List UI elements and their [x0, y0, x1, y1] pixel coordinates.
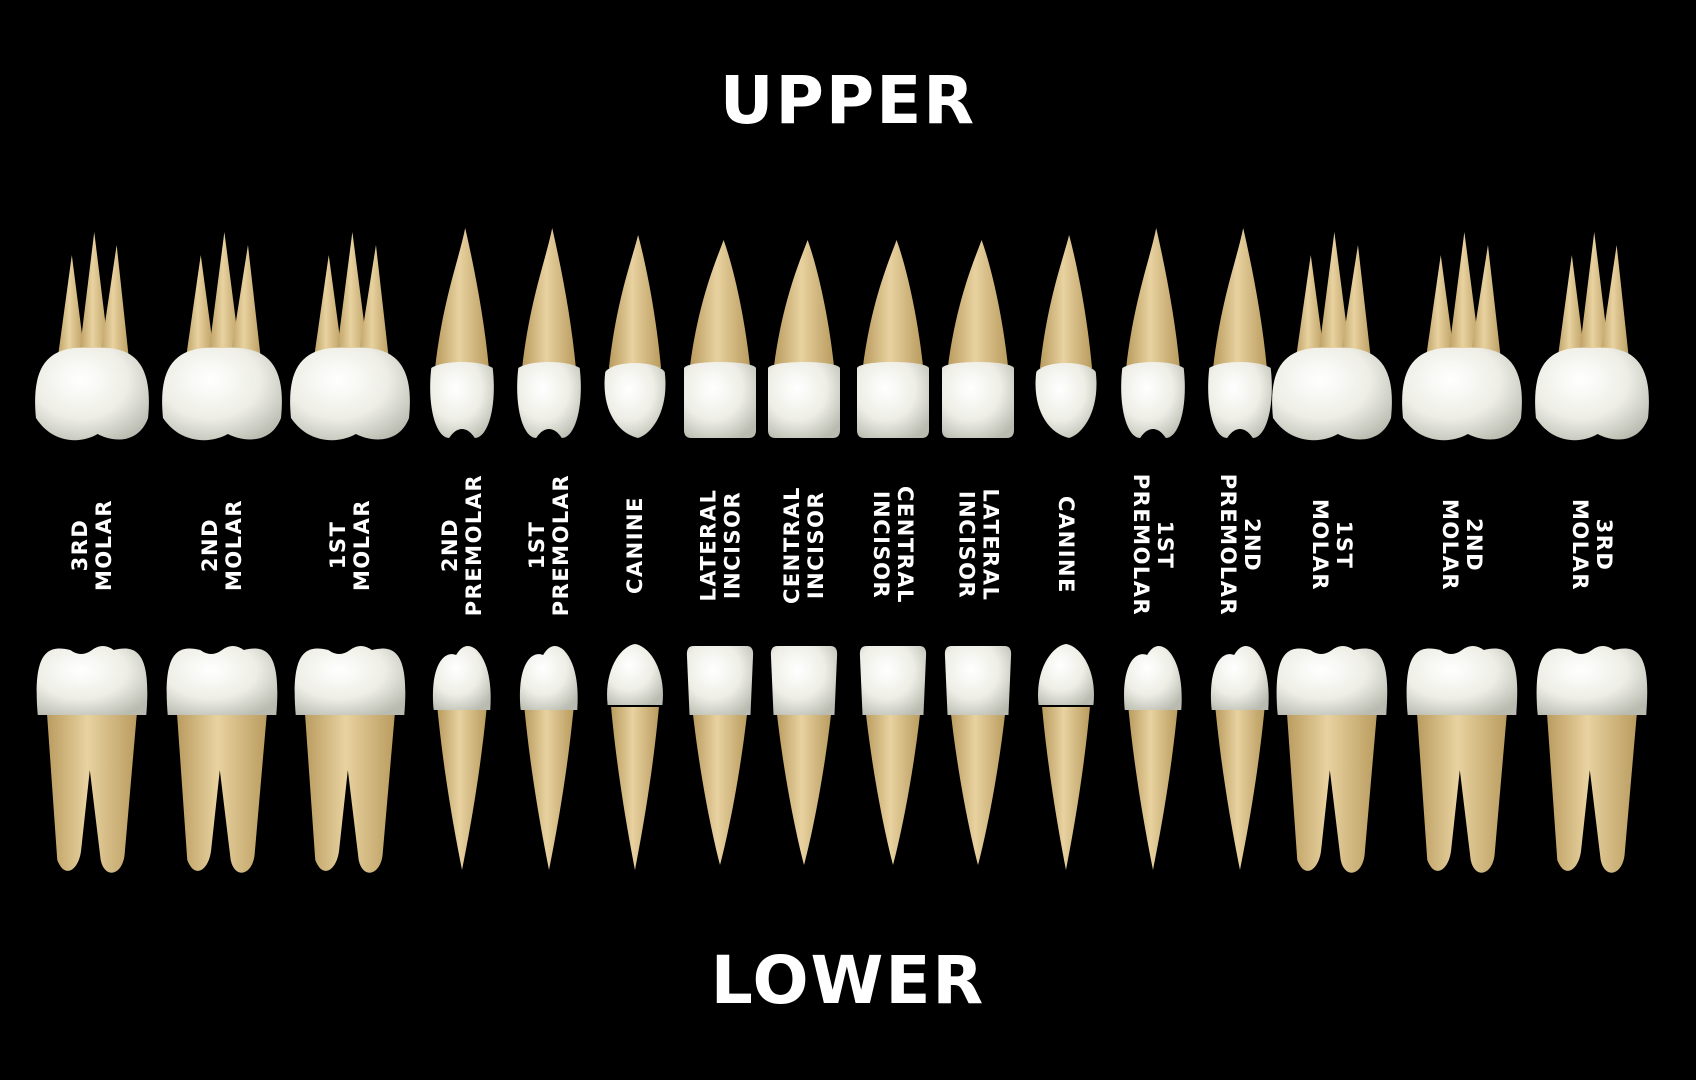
upper-tooth-12 [1121, 228, 1185, 438]
tooth-label-line2: MOLAR [1438, 498, 1462, 592]
tooth-label-line2: INCISOR [869, 490, 893, 600]
tooth-label-line1: 3RD [68, 518, 92, 572]
tooth-label-line2: PREMOLAR [1216, 473, 1240, 617]
upper-tooth-14 [1272, 232, 1392, 441]
upper-tooth-9 [857, 240, 929, 438]
upper-tooth-3 [290, 232, 410, 441]
upper-tooth-4 [430, 228, 494, 438]
lower-tooth-1 [36, 646, 148, 873]
tooth-label-line1: 1ST [1153, 520, 1177, 570]
lower-tooth-13 [1211, 646, 1269, 870]
lower-teeth-row [36, 644, 1648, 873]
tooth-label-line1: CENTRAL [893, 486, 917, 604]
tooth-label-line2: PREMOLAR [549, 473, 573, 617]
upper-tooth-5 [517, 228, 581, 438]
tooth-label-line2: MOLAR [222, 498, 246, 592]
upper-tooth-2 [162, 232, 282, 441]
tooth-label-line1: 1ST [525, 520, 549, 570]
tooth-label-line1: 2ND [198, 517, 222, 573]
tooth-label-line2: MOLAR [92, 498, 116, 592]
tooth-label-line2: MOLAR [1308, 498, 1332, 592]
lower-tooth-11 [1038, 644, 1094, 870]
upper-tooth-7 [684, 240, 756, 438]
upper-tooth-15 [1402, 232, 1522, 441]
upper-tooth-6 [604, 235, 666, 438]
tooth-label-line1: 2ND [1462, 517, 1486, 573]
lower-tooth-10 [944, 646, 1012, 865]
tooth-label-line1: CANINE [1054, 496, 1079, 594]
upper-tooth-8 [768, 240, 840, 438]
tooth-label-line1: CENTRAL [780, 486, 804, 604]
tooth-label-line2: MOLAR [1568, 498, 1592, 592]
tooth-label-line1: LATERAL [696, 488, 721, 602]
tooth-label-line1: 3RD [1592, 518, 1616, 572]
tooth-label-line1: CANINE [623, 496, 648, 594]
lower-heading: LOWER [710, 942, 986, 1019]
tooth-label-line2: INCISOR [804, 490, 828, 600]
lower-tooth-12 [1124, 646, 1182, 870]
upper-heading: UPPER [719, 62, 977, 139]
tooth-label-line1: 1ST [1332, 520, 1356, 570]
lower-tooth-15 [1406, 646, 1518, 873]
lower-tooth-16 [1536, 646, 1648, 873]
lower-tooth-9 [859, 646, 927, 865]
tooth-label-line2: INCISOR [720, 490, 745, 600]
upper-tooth-16 [1535, 232, 1649, 441]
upper-teeth-row [35, 228, 1649, 441]
tooth-label-line1: 2ND [438, 517, 462, 573]
lower-tooth-6 [607, 644, 663, 870]
tooth-label-line1: 2ND [1240, 517, 1264, 573]
lower-tooth-2 [166, 646, 278, 873]
lower-tooth-4 [433, 646, 491, 870]
upper-tooth-10 [942, 240, 1014, 438]
tooth-label-line2: PREMOLAR [1129, 473, 1153, 617]
upper-tooth-11 [1035, 235, 1097, 438]
tooth-label-line2: PREMOLAR [462, 473, 486, 617]
tooth-label-line2: MOLAR [350, 498, 374, 592]
lower-tooth-7 [686, 646, 754, 865]
lower-tooth-3 [294, 646, 406, 873]
tooth-label-line1: 1ST [326, 520, 350, 570]
tooth-label-line2: INCISOR [954, 490, 979, 600]
lower-tooth-14 [1276, 646, 1388, 873]
upper-tooth-1 [35, 232, 149, 441]
tooth-label-line1: LATERAL [978, 488, 1003, 602]
lower-tooth-5 [520, 646, 578, 870]
lower-tooth-8 [770, 646, 838, 865]
upper-tooth-13 [1208, 228, 1272, 438]
